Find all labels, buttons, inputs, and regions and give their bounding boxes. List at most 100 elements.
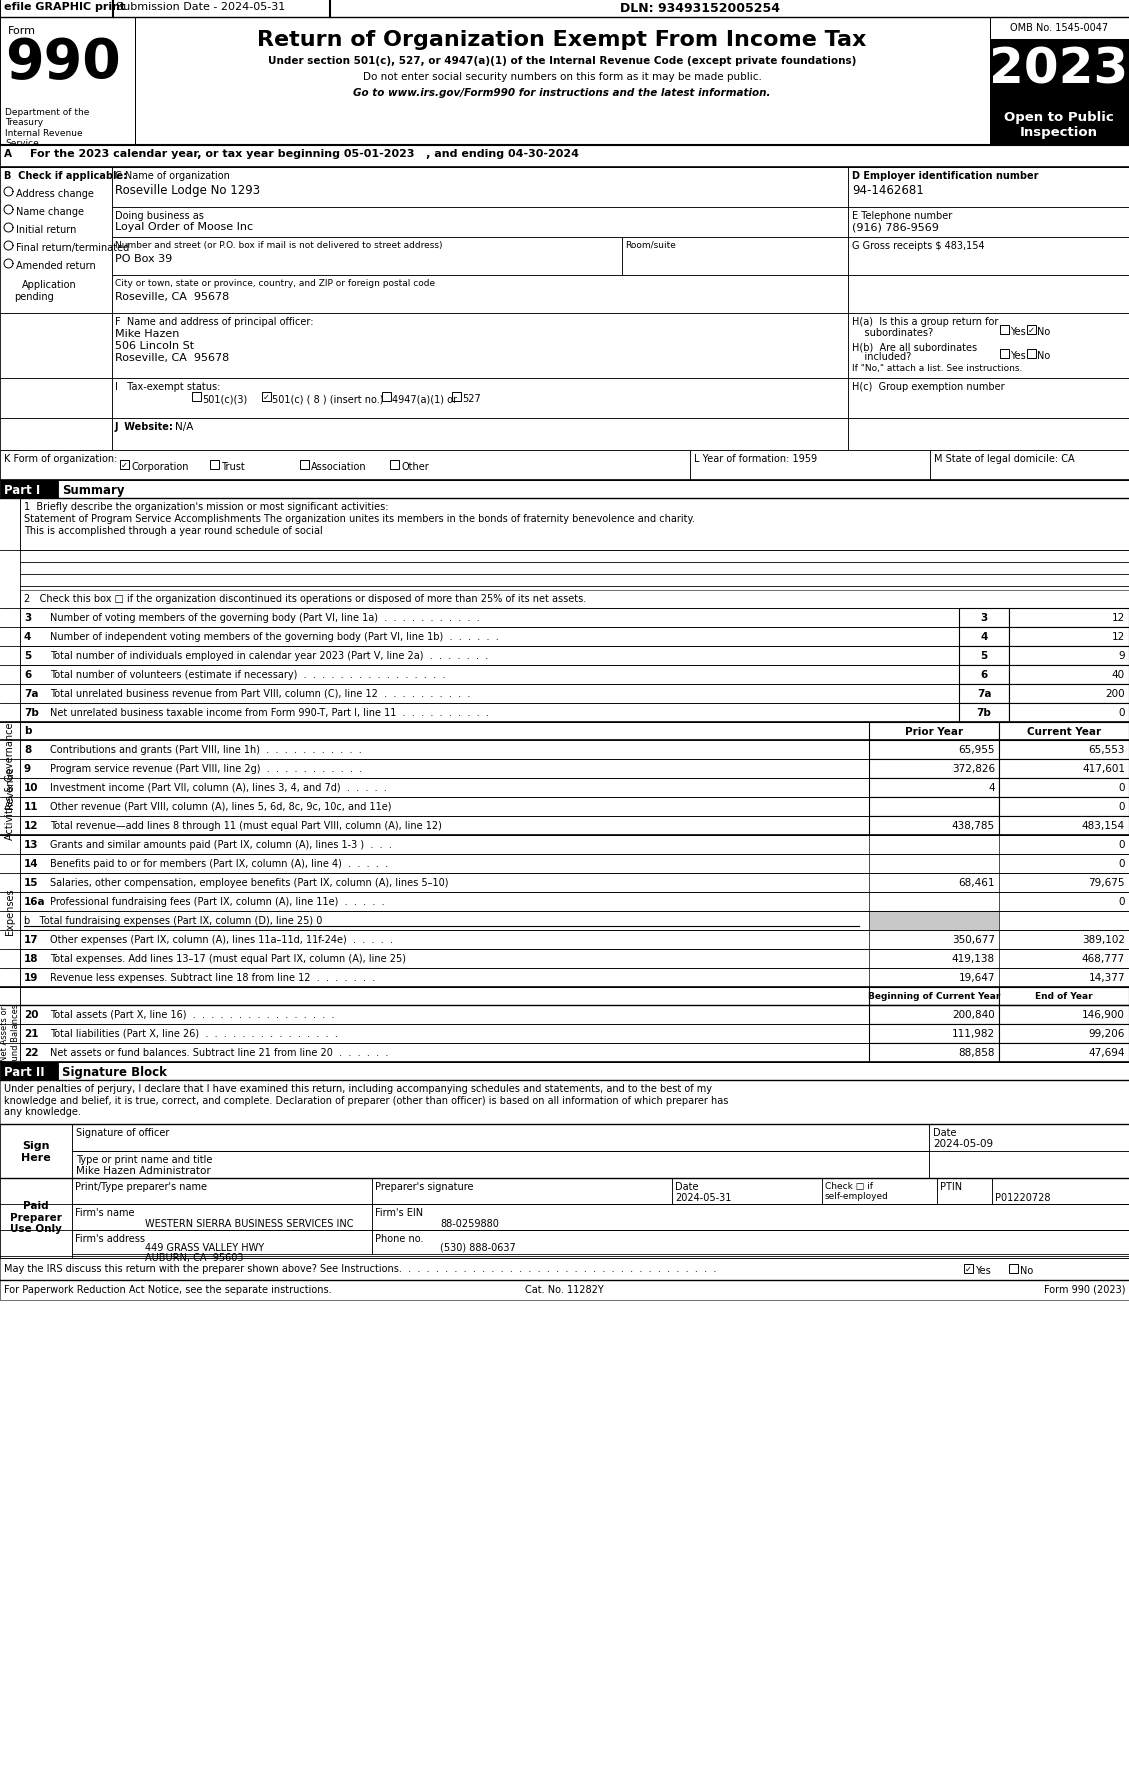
Text: 12: 12 (24, 820, 38, 830)
Bar (390, 462, 399, 470)
Bar (112, 276, 848, 314)
Text: OMB No. 1545-0047: OMB No. 1545-0047 (1010, 23, 1108, 34)
Text: 13: 13 (24, 839, 38, 850)
Bar (20, 950, 869, 968)
Text: 468,777: 468,777 (1082, 953, 1124, 964)
Bar (112, 168, 848, 208)
Text: Under section 501(c), 527, or 4947(a)(1) of the Internal Revenue Code (except pr: Under section 501(c), 527, or 4947(a)(1)… (268, 55, 856, 66)
Bar (300, 462, 309, 470)
Bar (929, 1124, 1129, 1151)
Text: 65,553: 65,553 (1088, 745, 1124, 754)
Bar (959, 684, 1009, 704)
Text: 2023: 2023 (989, 46, 1129, 94)
Bar (848, 208, 1129, 237)
Bar (1009, 627, 1129, 647)
Text: 12: 12 (1112, 613, 1124, 622)
Text: subordinates?: subordinates? (852, 328, 934, 339)
Bar (869, 968, 999, 987)
Bar (848, 419, 1129, 451)
Text: Paid
Preparer
Use Only: Paid Preparer Use Only (10, 1201, 62, 1233)
Text: Program service revenue (Part VIII, line 2g)  .  .  .  .  .  .  .  .  .  .  .: Program service revenue (Part VIII, line… (50, 763, 362, 773)
Bar (20, 987, 869, 1005)
Text: 6: 6 (980, 670, 988, 679)
Text: E Telephone number: E Telephone number (852, 210, 952, 221)
Text: Preparer's signature: Preparer's signature (375, 1181, 473, 1192)
Bar (20, 647, 959, 666)
Text: Signature of officer: Signature of officer (76, 1128, 169, 1137)
Text: 2   Check this box □ if the organization discontinued its operations or disposed: 2 Check this box □ if the organization d… (24, 593, 586, 604)
Text: Final return/terminated: Final return/terminated (16, 242, 129, 253)
Bar (371, 1230, 1129, 1255)
Text: Phone no.: Phone no. (375, 1233, 423, 1244)
Text: 9: 9 (1119, 650, 1124, 661)
Bar (1027, 349, 1036, 358)
Text: 5: 5 (980, 650, 988, 661)
Text: 20: 20 (24, 1009, 38, 1019)
Text: Net assets or fund balances. Subtract line 21 from line 20  .  .  .  .  .  .: Net assets or fund balances. Subtract li… (50, 1048, 388, 1057)
Bar (869, 816, 999, 836)
Text: 4: 4 (988, 782, 995, 793)
Text: End of Year: End of Year (1035, 991, 1093, 1000)
Bar (112, 314, 848, 380)
Bar (382, 392, 391, 401)
Text: N/A: N/A (175, 422, 193, 431)
Bar (869, 1025, 999, 1044)
Text: 17: 17 (24, 934, 38, 944)
Bar (72, 1205, 371, 1230)
Bar (999, 798, 1129, 816)
Text: 0: 0 (1119, 896, 1124, 907)
Text: ✓: ✓ (965, 1263, 972, 1274)
Text: 501(c) ( 8 ) (insert no.): 501(c) ( 8 ) (insert no.) (272, 394, 384, 405)
Text: C Name of organization: C Name of organization (115, 171, 230, 182)
Bar (990, 18, 1129, 146)
Text: Mike Hazen: Mike Hazen (115, 330, 180, 339)
Bar (20, 590, 1129, 609)
Bar (72, 1151, 929, 1178)
Text: Room/suite: Room/suite (625, 241, 676, 249)
Text: 14,377: 14,377 (1088, 973, 1124, 982)
Text: pending: pending (14, 292, 54, 301)
Text: 449 GRASS VALLEY HWY: 449 GRASS VALLEY HWY (145, 1242, 264, 1253)
Text: Mike Hazen Administrator: Mike Hazen Administrator (76, 1165, 211, 1176)
Text: Trust: Trust (221, 462, 245, 472)
Text: This is accomplished through a year round schedule of social: This is accomplished through a year roun… (24, 526, 323, 536)
Bar (999, 779, 1129, 798)
Text: 18: 18 (24, 953, 38, 964)
Text: ✓: ✓ (121, 462, 128, 470)
Bar (869, 779, 999, 798)
Text: Yes: Yes (1010, 351, 1026, 360)
Text: 94-1462681: 94-1462681 (852, 184, 924, 196)
Text: Form 990 (2023): Form 990 (2023) (1043, 1285, 1124, 1294)
Bar (20, 816, 869, 836)
Bar (1009, 647, 1129, 666)
Bar (869, 930, 999, 950)
Text: Expenses: Expenses (5, 887, 15, 936)
Text: ✓: ✓ (263, 392, 270, 401)
Text: 19,647: 19,647 (959, 973, 995, 982)
Bar (0, 451, 690, 481)
Text: ✓: ✓ (1029, 326, 1035, 335)
Bar (20, 741, 869, 759)
Text: Revenue less expenses. Subtract line 18 from line 12  .  .  .  .  .  .  .: Revenue less expenses. Subtract line 18 … (50, 973, 375, 982)
Bar (1009, 609, 1129, 627)
Text: 417,601: 417,601 (1082, 763, 1124, 773)
Bar (999, 1025, 1129, 1044)
Text: Application: Application (21, 280, 77, 290)
Bar (112, 380, 848, 419)
Text: No: No (1038, 351, 1050, 360)
Bar (262, 392, 271, 401)
Text: 5: 5 (24, 650, 32, 661)
Text: 1  Briefly describe the organization's mission or most significant activities:: 1 Briefly describe the organization's mi… (24, 503, 388, 511)
Text: Association: Association (310, 462, 367, 472)
Text: 40: 40 (1112, 670, 1124, 679)
Text: 88-0259880: 88-0259880 (440, 1219, 499, 1228)
Bar (848, 276, 1129, 314)
Text: 4: 4 (980, 631, 988, 642)
Text: Part II: Part II (5, 1066, 45, 1078)
Bar (0, 146, 1129, 168)
Bar (192, 392, 201, 401)
Text: 7a: 7a (977, 688, 991, 699)
Bar (112, 419, 848, 451)
Text: Contributions and grants (Part VIII, line 1h)  .  .  .  .  .  .  .  .  .  .  .: Contributions and grants (Part VIII, lin… (50, 745, 361, 754)
Text: Number of voting members of the governing body (Part VI, line 1a)  .  .  .  .  .: Number of voting members of the governin… (50, 613, 480, 622)
